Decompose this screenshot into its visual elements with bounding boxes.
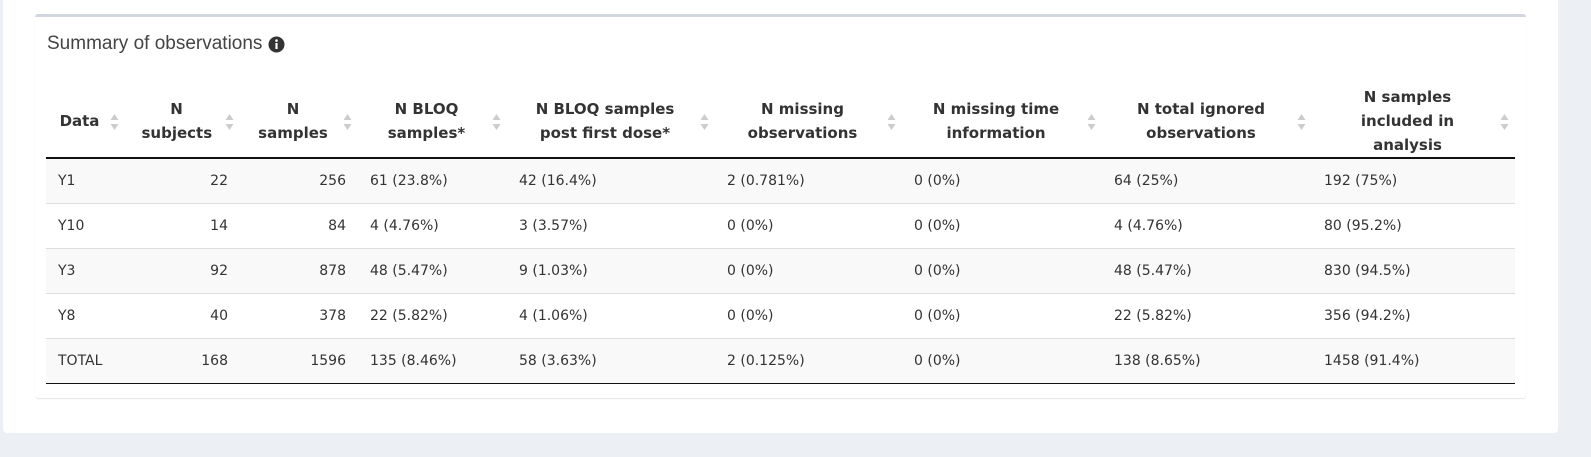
column-label: N total ignored observations xyxy=(1136,100,1266,142)
column-header[interactable]: N BLOQ samples post first dose* xyxy=(507,85,715,159)
table-cell: 135 (8.46%) xyxy=(358,338,507,384)
table-cell: 80 (95.2%) xyxy=(1312,203,1515,249)
column-label: N samples xyxy=(258,100,328,142)
table-cell: 84 xyxy=(240,203,358,249)
table-cell: 22 (5.82%) xyxy=(1102,293,1312,339)
column-label: N BLOQ samples post first dose* xyxy=(535,100,675,142)
content-area: Summary of observations Data N subjects N … xyxy=(3,0,1558,433)
column-label: N missing time information xyxy=(932,100,1060,142)
table-cell: 40 xyxy=(125,293,240,339)
column-header[interactable]: N samples included in analysis xyxy=(1312,85,1515,159)
table-cell: 4 (1.06%) xyxy=(507,293,715,339)
table-cell: 0 (0%) xyxy=(902,338,1102,384)
column-header[interactable]: N BLOQ samples* xyxy=(358,85,507,159)
table-cell: 42 (16.4%) xyxy=(507,157,715,204)
sort-icon xyxy=(343,114,352,130)
table-cell: 1596 xyxy=(240,338,358,384)
table-cell: 1458 (91.4%) xyxy=(1312,338,1515,384)
column-label: N samples included in analysis xyxy=(1360,88,1455,154)
sort-icon xyxy=(700,114,709,130)
table-cell: 48 (5.47%) xyxy=(1102,248,1312,294)
table-cell: Y8 xyxy=(46,293,125,339)
table-cell: 192 (75%) xyxy=(1312,157,1515,204)
sort-icon xyxy=(1500,114,1509,130)
table-cell: 22 xyxy=(125,157,240,204)
table-cell: 0 (0%) xyxy=(902,157,1102,204)
column-header[interactable]: N samples xyxy=(240,85,358,159)
panel-title: Summary of observations xyxy=(47,33,263,54)
panel: Summary of observations Data N subjects N … xyxy=(35,14,1526,398)
table-cell: 4 (4.76%) xyxy=(358,203,507,249)
table-cell: 0 (0%) xyxy=(715,203,902,249)
table-cell: 3 (3.57%) xyxy=(507,203,715,249)
table-cell: 0 (0%) xyxy=(902,203,1102,249)
table-cell: 0 (0%) xyxy=(902,293,1102,339)
table-cell: Y1 xyxy=(46,157,125,204)
table-row: Y10 14 84 4 (4.76%) 3 (3.57%) 0 (0%) 0 (0%) 4 (… xyxy=(46,203,1515,249)
column-label: Data xyxy=(59,112,100,130)
table-cell: 356 (94.2%) xyxy=(1312,293,1515,339)
column-label: N subjects xyxy=(141,100,213,142)
table-row: Y1 22 256 61 (23.8%) 42 (16.4%) 2 (0.781%) 0 (… xyxy=(46,157,1515,204)
table-cell: TOTAL xyxy=(46,338,125,384)
table-cell: 168 xyxy=(125,338,240,384)
column-header[interactable]: N missing observations xyxy=(715,85,902,159)
table-cell: 2 (0.781%) xyxy=(715,157,902,204)
table-cell: Y3 xyxy=(46,248,125,294)
table-cell: 4 (4.76%) xyxy=(1102,203,1312,249)
column-header[interactable]: N subjects xyxy=(125,85,240,159)
table-cell: 14 xyxy=(125,203,240,249)
table-cell: 0 (0%) xyxy=(902,248,1102,294)
table-row: Y8 40 378 22 (5.82%) 4 (1.06%) 0 (0%) 0 (0%) 22… xyxy=(46,293,1515,339)
summary-table: Data N subjects N samples N BLOQ samples* N … xyxy=(46,85,1515,384)
column-header[interactable]: N missing time information xyxy=(902,85,1102,159)
column-header[interactable]: N total ignored observations xyxy=(1102,85,1312,159)
table-body: Y1 22 256 61 (23.8%) 42 (16.4%) 2 (0.781%) 0 (… xyxy=(46,157,1515,384)
column-header[interactable]: Data xyxy=(46,85,125,159)
table-cell: 378 xyxy=(240,293,358,339)
table-cell: 9 (1.03%) xyxy=(507,248,715,294)
panel-header: Summary of observations xyxy=(47,33,285,55)
sort-icon xyxy=(1087,114,1096,130)
table-cell: 0 (0%) xyxy=(715,293,902,339)
sort-icon xyxy=(110,114,119,130)
table-cell: 58 (3.63%) xyxy=(507,338,715,384)
table-cell: 22 (5.82%) xyxy=(358,293,507,339)
table-row: Y3 92 878 48 (5.47%) 9 (1.03%) 0 (0%) 0 (0%) 48… xyxy=(46,248,1515,294)
table-cell: 92 xyxy=(125,248,240,294)
sort-icon xyxy=(225,114,234,130)
table-cell: 256 xyxy=(240,157,358,204)
table-cell: 138 (8.65%) xyxy=(1102,338,1312,384)
sort-icon xyxy=(1297,114,1306,130)
table-cell: 830 (94.5%) xyxy=(1312,248,1515,294)
table-cell: Y10 xyxy=(46,203,125,249)
table-cell: 2 (0.125%) xyxy=(715,338,902,384)
table-cell: 48 (5.47%) xyxy=(358,248,507,294)
table-row: TOTAL 168 1596 135 (8.46%) 58 (3.63%) 2 (0.12… xyxy=(46,338,1515,384)
table-cell: 878 xyxy=(240,248,358,294)
column-label: N BLOQ samples* xyxy=(387,100,466,142)
table-cell: 64 (25%) xyxy=(1102,157,1312,204)
table-cell: 0 (0%) xyxy=(715,248,902,294)
sort-icon xyxy=(492,114,501,130)
sort-icon xyxy=(887,114,896,130)
table-cell: 61 (23.8%) xyxy=(358,157,507,204)
header-row: Data N subjects N samples N BLOQ samples* N … xyxy=(46,85,1515,159)
column-label: N missing observations xyxy=(747,100,858,142)
info-icon[interactable] xyxy=(268,36,285,53)
